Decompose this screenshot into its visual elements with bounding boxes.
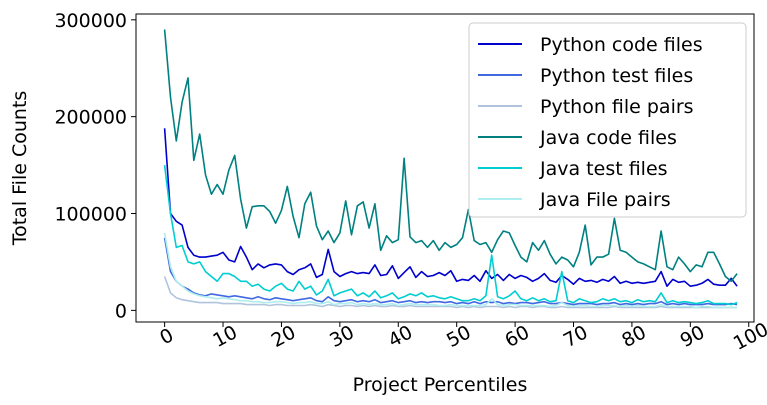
x-tick-label: 30	[326, 321, 358, 352]
x-tick-label: 0	[156, 324, 177, 349]
y-axis-title: Total File Counts	[9, 91, 31, 247]
series-line-python-code-files	[163, 128, 738, 288]
series-line-python-test-files	[163, 237, 738, 306]
series-line-java-file-pairs	[163, 232, 738, 309]
x-tick-label: 60	[501, 321, 533, 352]
series-layer	[163, 29, 738, 309]
legend-label: Java code files	[539, 127, 677, 149]
x-axis-ticks: 0 10 20 30 40 50 60 70 80 90 100	[156, 318, 767, 354]
series-line-python-file-pairs	[163, 276, 738, 309]
legend-label: Java File pairs	[539, 189, 671, 211]
series-line-java-code-files	[163, 29, 738, 283]
x-axis-title: Project Percentiles	[353, 374, 528, 396]
legend-label: Python test files	[540, 65, 693, 87]
x-tick-label: 10	[209, 321, 241, 352]
legend-label: Java test files	[539, 158, 668, 180]
y-tick-label: 100000	[54, 204, 127, 226]
x-tick-label: 20	[268, 321, 300, 352]
x-tick-label: 70	[560, 321, 592, 352]
y-tick-label: 300000	[54, 10, 127, 32]
y-tick-label: 0	[115, 300, 127, 322]
x-tick-label: 40	[385, 321, 417, 352]
series-line-java-test-files	[163, 165, 738, 306]
legend-label: Python code files	[540, 34, 703, 56]
legend-label: Python file pairs	[540, 96, 694, 118]
y-axis-ticks: 0 100000 200000 300000	[54, 10, 136, 322]
legend-box	[468, 22, 747, 218]
x-tick-label: 80	[618, 321, 650, 352]
x-tick-label: 50	[443, 321, 475, 352]
y-tick-label: 200000	[54, 107, 127, 129]
x-tick-label: 90	[677, 321, 709, 352]
legend: Python code files Python test files Python…	[468, 22, 747, 218]
